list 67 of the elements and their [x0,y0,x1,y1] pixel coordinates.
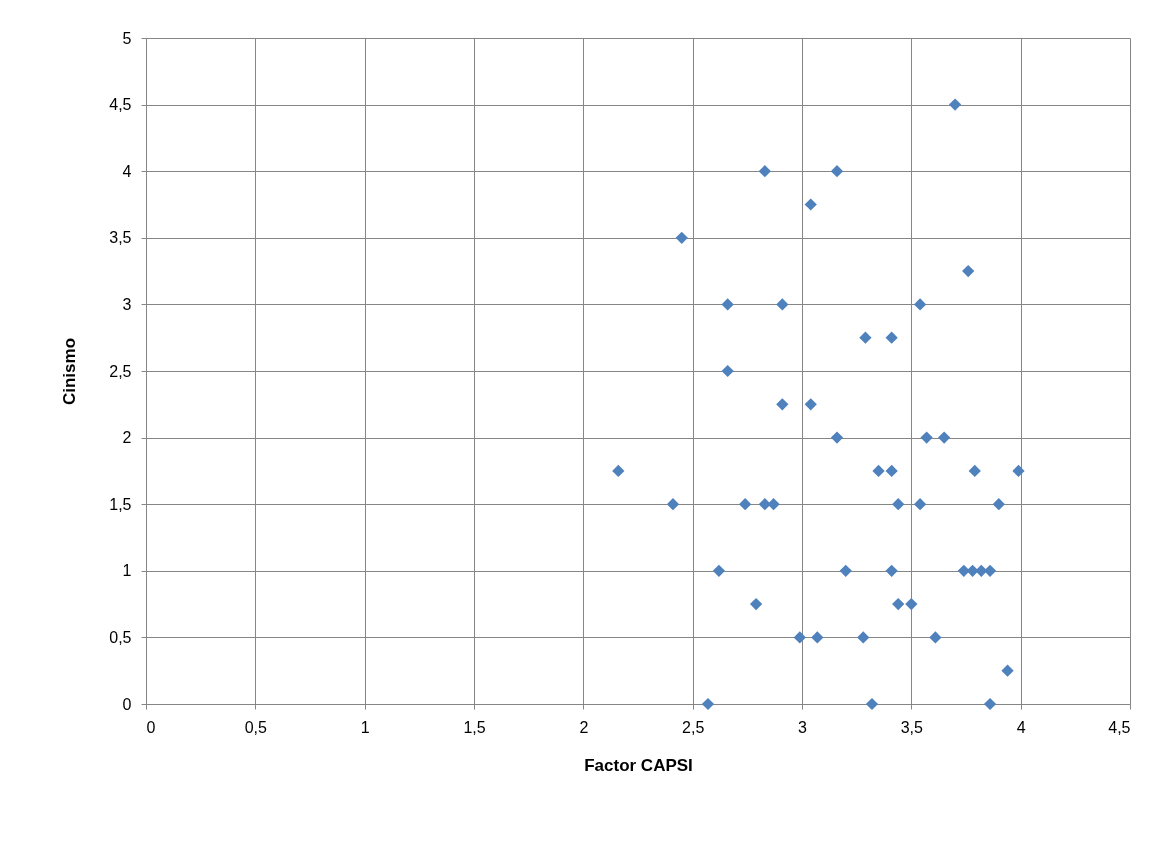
point [701,697,715,711]
point [885,331,898,344]
point [992,498,1005,511]
y-tick-label: 4 [122,162,132,180]
y-tick-label: 2,5 [109,362,132,380]
point [913,498,927,511]
y-tick-label: 5 [122,29,132,47]
point [865,697,879,711]
point [929,631,942,644]
point [968,464,981,478]
x-tick-label: 1,5 [463,718,486,736]
point [948,98,962,111]
point [983,697,997,711]
point [885,564,898,577]
point [721,298,734,311]
y-tick-label: 4,5 [109,96,132,114]
point [721,364,734,378]
point [758,165,771,178]
point [804,198,817,211]
point [983,564,997,577]
point [830,431,844,444]
point [793,631,806,644]
point [612,464,625,478]
y-tick-label: 0,5 [109,628,132,646]
point [739,498,752,511]
point [675,231,688,244]
point [1012,464,1025,478]
point [857,631,870,644]
x-axis-title: Factor CAPSI [584,755,693,775]
point [776,298,789,311]
x-tick-label: 0 [146,718,156,736]
x-tick-label: 4,5 [1108,718,1131,736]
y-tick-label: 3,5 [109,229,132,247]
point [758,498,771,511]
point [920,431,933,444]
x-tick-label: 3,5 [900,718,924,736]
point [666,498,680,511]
point [1001,664,1014,677]
y-tick-label: 2 [122,429,132,447]
point [872,464,885,478]
x-tick-label: 3 [798,718,808,736]
x-tick-label: 2 [579,718,589,736]
point [811,631,824,644]
x-tick-label: 4 [1016,718,1026,736]
x-tick-label: 0,5 [244,718,268,736]
point [892,597,905,611]
point [957,564,970,577]
point [885,464,898,478]
y-tick-label: 1 [122,562,132,580]
point [776,398,789,411]
point [905,597,918,611]
y-tick-label: 0 [122,695,132,713]
y-axis-title: Cinismo [60,337,80,406]
x-tick-label: 1 [360,718,370,736]
point [859,331,872,344]
y-tick-label: 3 [122,295,132,313]
point [938,431,951,444]
point [804,398,817,411]
point [892,498,905,511]
y-tick-label: 1,5 [109,495,132,513]
point [830,165,844,178]
point [712,564,726,577]
point [913,298,927,311]
point [839,564,852,577]
point [962,264,975,278]
point [749,597,763,611]
x-tick-label: 2,5 [682,718,705,736]
